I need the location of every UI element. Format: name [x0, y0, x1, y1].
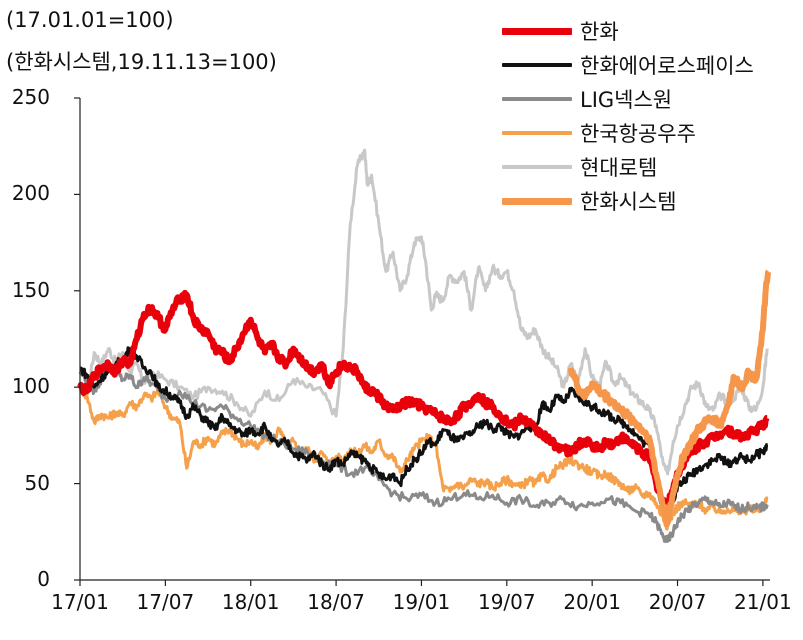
legend-item: 한화: [502, 16, 619, 46]
legend-swatch: [502, 197, 572, 205]
legend-item: 현대로템: [502, 152, 657, 182]
y-tick-label: 50: [24, 470, 50, 495]
legend-item: 한화에어로스페이스: [502, 50, 754, 80]
series-line-5: [77, 289, 770, 512]
x-tick-label: 17/01: [51, 590, 109, 614]
x-tick-label: 20/01: [563, 590, 621, 614]
legend-item: 한화시스템: [502, 186, 677, 216]
x-tick-label: 18/07: [307, 590, 365, 614]
legend-label: LIG넥스원: [580, 88, 673, 112]
legend-item: LIG넥스원: [502, 84, 672, 114]
tick-marks: [74, 97, 764, 586]
x-tick-label: 20/07: [648, 590, 707, 614]
series-line-6: [567, 269, 772, 528]
series-line-3: [78, 364, 769, 543]
base-note-1: (17.01.01=100): [6, 8, 174, 32]
x-tick-label: 18/01: [221, 590, 280, 614]
legend-swatch: [502, 165, 572, 169]
x-tick-label: 21/01: [734, 590, 792, 614]
y-tick-label: 200: [11, 181, 50, 206]
y-tick-label: 100: [11, 374, 50, 399]
x-tick-label: 19/07: [477, 590, 536, 614]
legend-label: 한화에어로스페이스: [580, 54, 754, 78]
x-tick-label: 17/07: [136, 590, 195, 614]
series-layer: [77, 148, 772, 543]
legend-swatch: [502, 63, 572, 67]
legend-label: 현대로템: [580, 156, 658, 180]
x-tick-label: 19/01: [392, 590, 451, 614]
series-line-2: [78, 385, 769, 531]
y-tick-label: 150: [11, 277, 50, 302]
legend-swatch: [502, 131, 572, 135]
legend-swatch: [502, 27, 572, 35]
legend-label: 한국항공우주: [580, 122, 696, 146]
legend-swatch: [502, 97, 572, 101]
legend-item: 한국항공우주: [502, 118, 696, 148]
base-note-2: (한화시스템,19.11.13=100): [6, 50, 277, 74]
series-line-1: [78, 148, 769, 476]
y-tick-label: 250: [11, 85, 50, 109]
legend-label: 한화시스템: [580, 190, 677, 214]
legend-label: 한화: [580, 20, 619, 44]
y-tick-label: 0: [37, 567, 50, 591]
